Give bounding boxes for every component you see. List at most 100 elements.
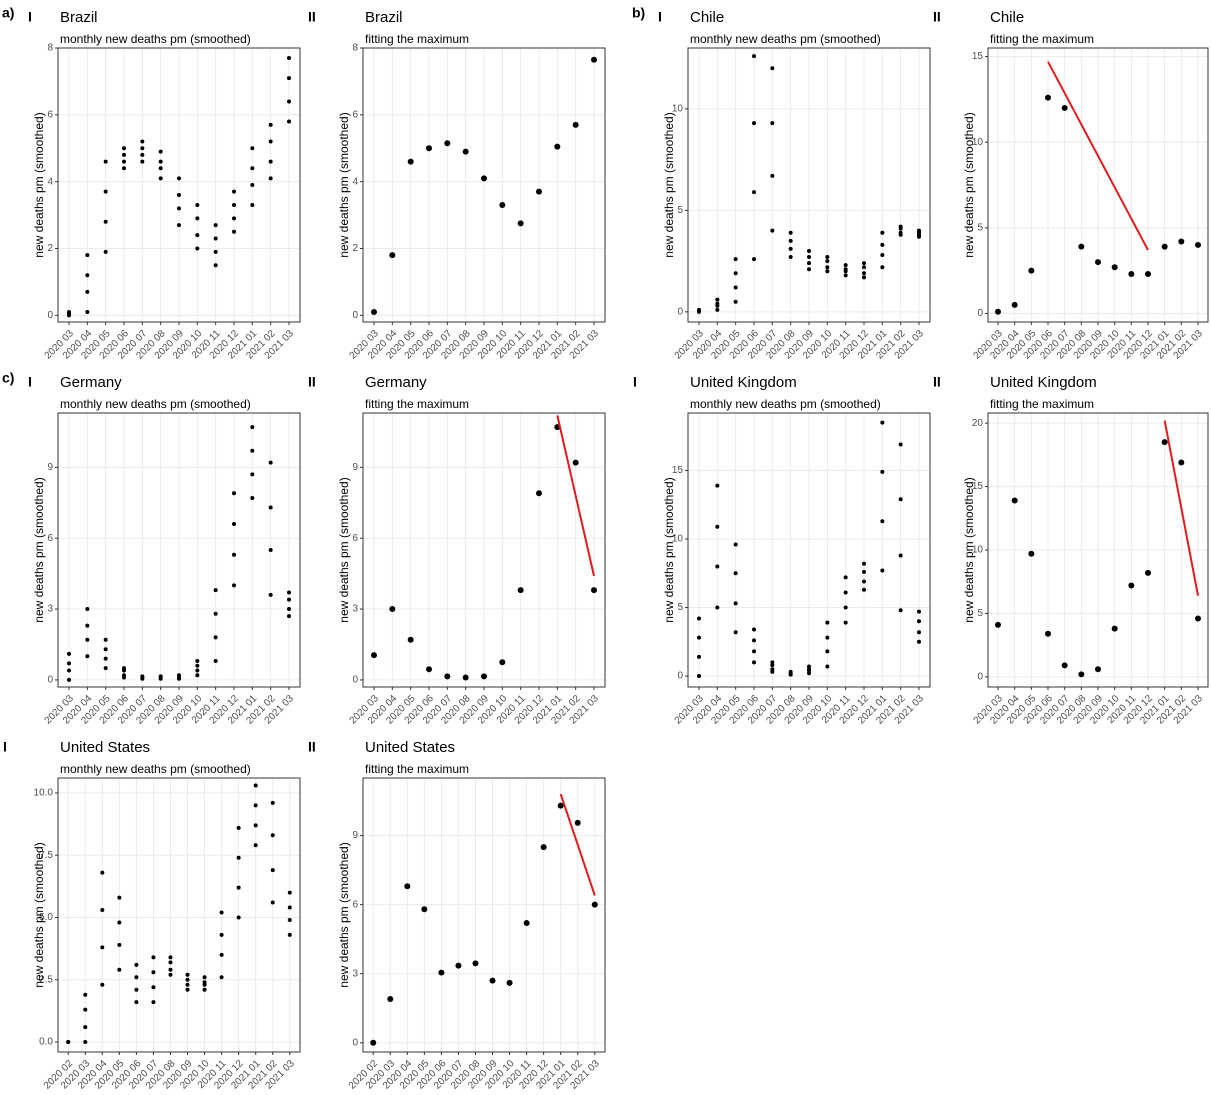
dot xyxy=(253,823,258,828)
y-axis-label: new deaths pm (smoothed) xyxy=(662,477,676,622)
dot xyxy=(1095,259,1101,266)
panel-part: I xyxy=(658,9,662,25)
dot xyxy=(536,188,542,195)
dot xyxy=(253,843,258,848)
dot xyxy=(158,159,163,164)
dot xyxy=(100,945,105,950)
dot xyxy=(195,659,200,664)
y-tick-label: 0 xyxy=(977,671,983,682)
plot-border xyxy=(57,47,301,323)
dot xyxy=(151,955,156,960)
dot xyxy=(287,590,291,595)
dot xyxy=(236,825,241,830)
chart-subtitle: monthly new deaths pm (smoothed) xyxy=(60,32,251,46)
panel-part: I xyxy=(28,9,32,25)
chart-subtitle: monthly new deaths pm (smoothed) xyxy=(690,32,881,46)
fit-line xyxy=(556,415,595,577)
dot xyxy=(880,469,885,474)
dot xyxy=(67,651,71,656)
y-tick-label: 0 xyxy=(977,308,983,319)
dot xyxy=(85,607,90,612)
dot xyxy=(807,248,811,253)
dot xyxy=(370,1039,377,1046)
dot xyxy=(1111,625,1118,632)
dot xyxy=(103,189,108,194)
dot xyxy=(862,569,866,574)
chart-title: Chile xyxy=(690,9,724,26)
dot xyxy=(788,230,793,235)
dot xyxy=(444,140,451,147)
dot xyxy=(407,158,414,165)
dot xyxy=(213,635,218,640)
dot xyxy=(898,553,903,558)
dot xyxy=(572,459,579,466)
dot xyxy=(103,656,108,661)
dot xyxy=(219,932,224,937)
y-tick-label: 0 xyxy=(47,675,53,686)
dot xyxy=(122,666,126,671)
dot xyxy=(100,982,105,987)
dot xyxy=(733,285,738,290)
dot xyxy=(250,472,255,477)
dot xyxy=(270,868,275,873)
plot-border xyxy=(687,412,931,688)
dot xyxy=(752,257,756,262)
dot xyxy=(185,972,190,977)
dot xyxy=(195,203,200,208)
dot xyxy=(807,261,811,266)
y-tick-label: 5 xyxy=(977,608,983,619)
dot xyxy=(287,607,291,612)
dot xyxy=(250,166,255,171)
dot xyxy=(862,275,866,280)
dot xyxy=(788,255,793,260)
dot xyxy=(898,608,903,613)
dot xyxy=(472,960,479,967)
y-axis-label: new deaths pm (smoothed) xyxy=(962,112,976,257)
dot xyxy=(715,483,720,488)
dot xyxy=(862,561,866,566)
dot xyxy=(880,253,885,258)
dot xyxy=(389,252,396,259)
dot xyxy=(697,654,701,659)
dot xyxy=(407,636,414,643)
panel-part: II xyxy=(933,9,941,25)
dot xyxy=(536,490,542,497)
dot xyxy=(843,273,848,278)
dot xyxy=(232,189,236,194)
y-tick-label: 0 xyxy=(677,671,683,682)
dot xyxy=(103,159,108,164)
dot xyxy=(1011,497,1018,504)
dot xyxy=(733,257,738,262)
dot xyxy=(1078,671,1085,678)
y-tick-label: 3 xyxy=(352,604,358,615)
dot xyxy=(825,664,830,669)
plot-border xyxy=(57,777,301,1053)
chart-subtitle: fitting the maximum xyxy=(365,397,469,411)
dot xyxy=(843,605,848,610)
dot xyxy=(250,448,255,453)
y-tick-label: 6 xyxy=(352,899,358,910)
dot xyxy=(880,568,885,573)
chart-subtitle: monthly new deaths pm (smoothed) xyxy=(690,397,881,411)
dot xyxy=(140,159,145,164)
dot xyxy=(1128,271,1135,278)
dot xyxy=(232,229,236,234)
dot xyxy=(195,663,200,668)
dot xyxy=(733,299,738,304)
dot xyxy=(788,238,793,243)
chart-subtitle: fitting the maximum xyxy=(365,32,469,46)
dot xyxy=(103,666,108,671)
dot xyxy=(177,176,181,181)
dot xyxy=(917,630,921,635)
dot xyxy=(1178,459,1185,466)
y-tick-label: 9 xyxy=(47,462,53,473)
y-tick-label: 3 xyxy=(352,968,358,979)
y-tick-label: 10 xyxy=(672,534,684,545)
dot xyxy=(85,309,90,314)
dot xyxy=(752,54,756,59)
dot xyxy=(444,673,451,680)
dot xyxy=(917,609,921,614)
chart-title: Germany xyxy=(60,374,122,391)
dot xyxy=(168,972,173,977)
